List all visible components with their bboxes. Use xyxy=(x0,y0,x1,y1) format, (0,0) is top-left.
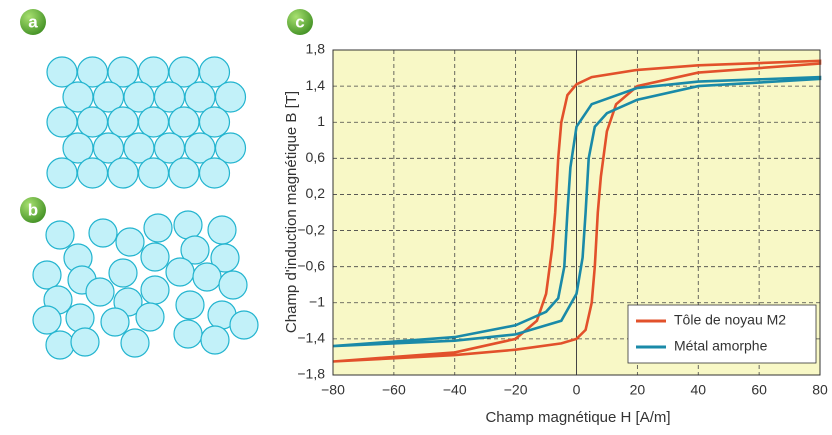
y-tick-label: −1 xyxy=(309,293,325,309)
particle xyxy=(173,319,203,349)
plot-frame xyxy=(332,49,821,376)
particle xyxy=(107,106,139,138)
particle xyxy=(85,277,115,307)
x-tick-label: 40 xyxy=(690,382,706,398)
particle xyxy=(45,220,75,250)
y-tick-label: −0,6 xyxy=(297,257,325,273)
particle xyxy=(120,328,150,358)
badge xyxy=(287,9,313,35)
particle xyxy=(165,257,195,287)
particle xyxy=(168,157,200,189)
particle xyxy=(108,258,138,288)
particle xyxy=(198,106,231,138)
particle xyxy=(88,218,118,248)
particle xyxy=(107,157,139,189)
panel-label: a xyxy=(28,12,38,31)
particle xyxy=(135,302,165,332)
panel-label: b xyxy=(28,200,38,219)
legend-label: Métal amorphe xyxy=(674,338,768,354)
particle xyxy=(46,157,78,189)
particle xyxy=(70,327,100,357)
y-tick-label: −1,8 xyxy=(297,366,325,382)
particle xyxy=(76,157,109,189)
particle xyxy=(173,210,203,240)
x-axis-label: Champ magnétique H [A/m] xyxy=(485,409,670,426)
particle xyxy=(137,106,170,138)
y-tick-label: −0,2 xyxy=(297,221,325,237)
particle xyxy=(168,106,200,138)
particle xyxy=(100,307,130,337)
panel-b xyxy=(32,210,259,360)
particle xyxy=(214,81,247,113)
legend-label: Tôle de noyau M2 xyxy=(674,312,786,328)
panel-a xyxy=(46,56,247,189)
particle xyxy=(210,243,240,273)
particle xyxy=(214,132,247,164)
particle xyxy=(32,260,62,290)
y-tick-label: 0,6 xyxy=(306,149,326,165)
particle xyxy=(115,227,145,257)
particle xyxy=(140,242,170,272)
particle xyxy=(229,310,259,340)
y-tick-label: 1,4 xyxy=(306,77,326,93)
x-tick-label: −40 xyxy=(443,382,467,398)
y-tick-label: 1,8 xyxy=(306,41,326,57)
x-tick-label: 0 xyxy=(573,382,581,398)
badge xyxy=(20,197,46,223)
particle xyxy=(32,305,62,335)
particle xyxy=(46,106,78,138)
particle xyxy=(65,303,95,333)
particle xyxy=(207,215,237,245)
particle xyxy=(140,275,170,305)
legend xyxy=(627,304,817,364)
particle xyxy=(192,262,222,292)
x-tick-label: 60 xyxy=(751,382,767,398)
particle xyxy=(218,270,248,300)
badge xyxy=(20,9,46,35)
particle xyxy=(198,157,231,189)
y-axis-label: Champ d'induction magnétique B [T] xyxy=(283,91,300,333)
particle xyxy=(137,157,170,189)
y-tick-label: 1 xyxy=(317,113,325,129)
panel-label: c xyxy=(295,12,304,31)
particle xyxy=(76,106,109,138)
x-tick-label: 20 xyxy=(630,382,646,398)
y-tick-label: 0,2 xyxy=(306,185,326,201)
particle xyxy=(175,290,205,320)
y-tick-label: −1,4 xyxy=(297,330,325,346)
x-tick-label: −60 xyxy=(382,382,406,398)
x-tick-label: −80 xyxy=(321,382,345,398)
particle xyxy=(45,330,75,360)
x-tick-label: −20 xyxy=(504,382,528,398)
particle xyxy=(180,235,210,265)
particle xyxy=(143,213,173,243)
x-tick-label: 80 xyxy=(812,382,828,398)
particle xyxy=(200,325,230,355)
particle xyxy=(198,56,231,88)
